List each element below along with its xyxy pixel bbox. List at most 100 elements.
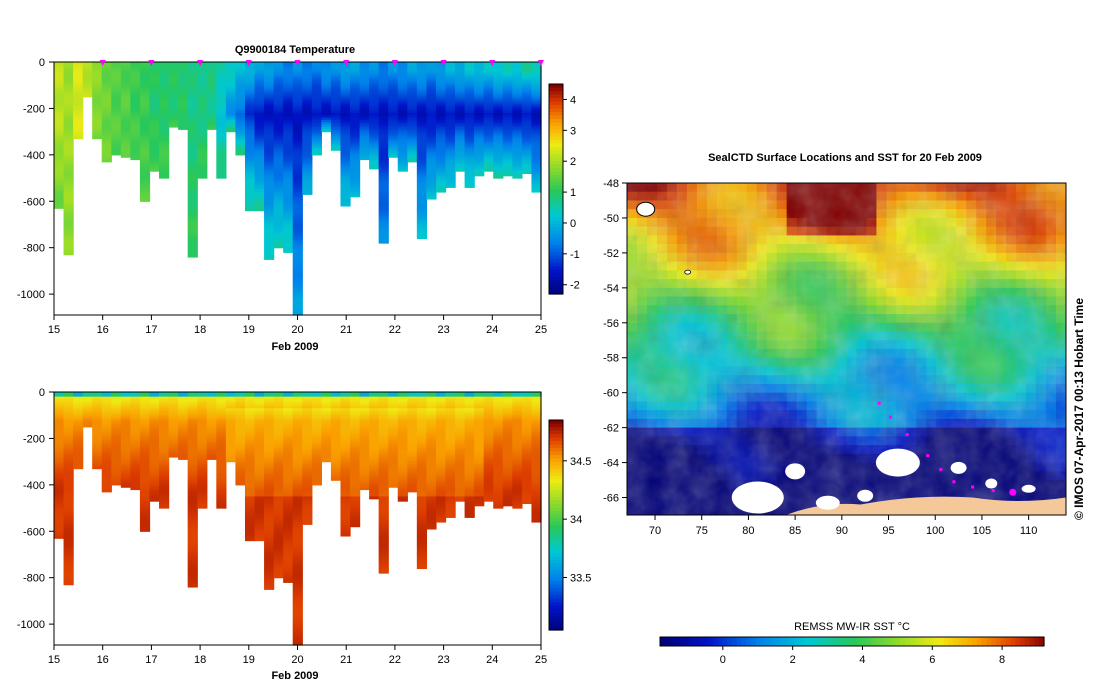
colorbar-tick-label: 2 (570, 156, 576, 168)
colorbar-tick-label: 33.5 (570, 573, 591, 585)
temperature-section-plot: Q9900184 Temperature 15 16 17 18 19 20 21 22 23 2… (17, 44, 580, 353)
sst-colorbar-tick-label: 8 (999, 654, 1005, 666)
x-tick-label: 19 (243, 324, 255, 336)
map-frame (626, 182, 1067, 516)
kerguelen-island (636, 201, 656, 217)
lon-tick-label: 75 (696, 525, 708, 537)
x-tick-label: 24 (486, 654, 498, 666)
surface-marker (440, 60, 447, 66)
lat-tick-label: -64 (603, 458, 619, 470)
track-point (939, 468, 943, 472)
sst-colorbar: 0 2 4 6 8 (659, 636, 1045, 666)
salinity-colorbar: 34.5 34 33.5 (548, 419, 591, 631)
lat-tick-label: -48 (603, 178, 619, 190)
x-tick-label: 23 (437, 324, 449, 336)
y-tick-label: -200 (23, 103, 45, 115)
salinity-x-label: Feb 2009 (271, 670, 318, 682)
lon-tick-label: 85 (789, 525, 801, 537)
temperature-y-axis: 0 -200 -400 -600 -800 -1000 (17, 57, 54, 301)
x-tick-label: 18 (194, 324, 206, 336)
x-tick-label: 16 (97, 654, 109, 666)
seal-track (877, 401, 1017, 496)
heard-island (684, 269, 692, 275)
y-tick-label: 0 (39, 387, 45, 399)
sea-ice-patch (815, 495, 840, 510)
temperature-field (54, 62, 542, 316)
lon-tick-label: 100 (926, 525, 944, 537)
y-tick-label: -400 (23, 480, 45, 492)
x-tick-label: 22 (389, 324, 401, 336)
lat-tick-label: -58 (603, 353, 619, 365)
y-tick-label: -800 (23, 243, 45, 255)
x-tick-label: 17 (145, 654, 157, 666)
colorbar-tick-label: 0 (570, 218, 576, 230)
y-tick-label: -600 (23, 526, 45, 538)
lat-tick-label: -50 (603, 213, 619, 225)
temperature-colorbar: 4 3 2 1 0 -1 -2 (548, 83, 580, 295)
temperature-x-label: Feb 2009 (271, 341, 318, 353)
colorbar-tick-label: -2 (570, 280, 580, 292)
salinity-y-axis: 0 -200 -400 -600 -800 -1000 (17, 387, 54, 631)
track-latest-point (1009, 488, 1017, 496)
track-point (888, 415, 892, 419)
y-tick-label: 0 (39, 57, 45, 69)
sea-ice-and-land (627, 201, 1066, 515)
sea-ice-patch (1021, 484, 1036, 493)
lon-tick-label: 95 (882, 525, 894, 537)
x-tick-label: 21 (340, 324, 352, 336)
lat-tick-label: -60 (603, 388, 619, 400)
sea-ice-patch (950, 461, 967, 474)
lat-tick-label: -62 (603, 423, 619, 435)
y-tick-label: -600 (23, 196, 45, 208)
x-tick-label: 15 (48, 324, 60, 336)
x-tick-label: 20 (291, 654, 303, 666)
map-longitude-axis: 70 75 80 85 90 95 100 105 110 (649, 515, 1038, 537)
lat-tick-label: -52 (603, 248, 619, 260)
y-tick-label: -1000 (17, 619, 45, 631)
lat-tick-label: -66 (603, 493, 619, 505)
sst-map: SealCTD Surface Locations and SST for 20… (603, 152, 1086, 666)
lon-tick-label: 70 (649, 525, 661, 537)
sea-ice-patch (875, 448, 920, 477)
x-tick-label: 17 (145, 324, 157, 336)
x-tick-label: 20 (291, 324, 303, 336)
sst-colorbar-title: REMSS MW-IR SST °C (794, 621, 910, 633)
salinity-x-axis: 15 16 17 18 19 20 21 22 23 24 25 (48, 645, 547, 666)
x-tick-label: 21 (340, 654, 352, 666)
track-point (952, 480, 956, 484)
lat-tick-label: -56 (603, 318, 619, 330)
sst-colorbar-tick-label: 0 (720, 654, 726, 666)
lon-tick-label: 105 (973, 525, 991, 537)
surface-marker (538, 60, 544, 66)
x-tick-label: 15 (48, 654, 60, 666)
antarctic-land (627, 496, 1066, 515)
x-tick-label: 25 (535, 324, 547, 336)
colorbar-tick-label: 34 (570, 514, 582, 526)
surface-marker (148, 60, 155, 66)
colorbar-tick-label: 3 (570, 125, 576, 137)
lon-tick-label: 80 (742, 525, 754, 537)
x-tick-label: 24 (486, 324, 498, 336)
salinity-section-plot: 15 16 17 18 19 20 21 22 23 24 25 0 -200 -400 -600 -800… (17, 387, 592, 682)
track-point (971, 485, 975, 489)
sea-ice-patch (731, 481, 784, 514)
map-latitude-axis: -48 -50 -52 -54 -56 -58 -60 -62 -64 -66 (603, 178, 627, 505)
track-point (926, 454, 930, 458)
colorbar-tick-label: 4 (570, 94, 576, 106)
colorbar-tick-label: 34.5 (570, 456, 591, 468)
lat-tick-label: -54 (603, 283, 619, 295)
sea-ice-patch (857, 489, 874, 502)
temperature-plot-title: Q9900184 Temperature (235, 44, 355, 56)
x-tick-label: 16 (97, 324, 109, 336)
salinity-field (54, 392, 542, 646)
track-point (905, 433, 909, 437)
lon-tick-label: 110 (1020, 525, 1038, 537)
sea-ice-patch (985, 478, 998, 489)
y-tick-label: -800 (23, 573, 45, 585)
sst-colorbar-tick-label: 2 (790, 654, 796, 666)
temperature-x-axis: 15 16 17 18 19 20 21 22 23 24 25 (48, 315, 547, 336)
map-title: SealCTD Surface Locations and SST for 20… (708, 152, 982, 164)
surface-marker (99, 60, 106, 66)
x-tick-label: 25 (535, 654, 547, 666)
surface-markers (99, 60, 544, 66)
